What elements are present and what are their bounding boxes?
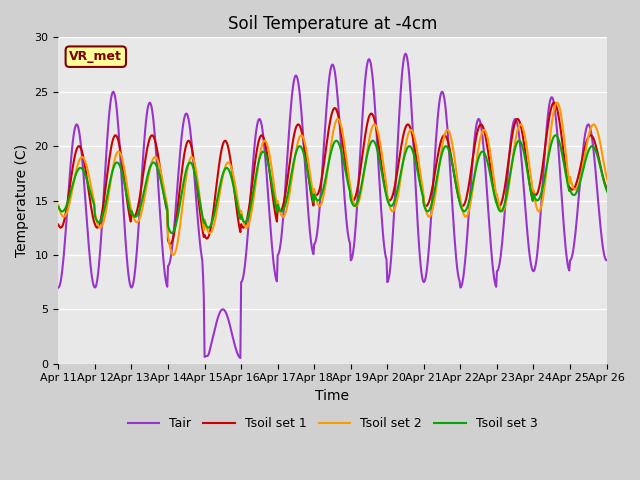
Tsoil set 2 xyxy=(532,201,540,207)
Text: VR_met: VR_met xyxy=(69,50,122,63)
Tair xyxy=(472,127,479,133)
X-axis label: Time: Time xyxy=(316,389,349,403)
Tsoil set 2 xyxy=(293,144,301,150)
Tsoil set 2 xyxy=(600,158,607,164)
Tsoil set 2 xyxy=(471,170,479,176)
Line: Tair: Tair xyxy=(58,54,607,358)
Line: Tsoil set 3: Tsoil set 3 xyxy=(58,135,607,233)
Tsoil set 1 xyxy=(600,176,607,182)
Tsoil set 3 xyxy=(600,177,607,183)
Tair xyxy=(54,285,62,290)
Tsoil set 3 xyxy=(54,204,62,210)
Tsoil set 3 xyxy=(168,230,176,236)
Tsoil set 2 xyxy=(174,238,182,243)
Tair xyxy=(293,73,301,79)
Tsoil set 2 xyxy=(553,100,561,106)
Line: Tsoil set 2: Tsoil set 2 xyxy=(58,103,607,255)
Tsoil set 1 xyxy=(604,186,611,192)
Tair xyxy=(532,257,540,263)
Tsoil set 1 xyxy=(166,241,174,247)
Tsoil set 1 xyxy=(293,123,301,129)
Tsoil set 3 xyxy=(552,132,559,138)
Y-axis label: Temperature (C): Temperature (C) xyxy=(15,144,29,257)
Tsoil set 1 xyxy=(174,203,182,209)
Tair xyxy=(237,355,244,361)
Legend: Tair, Tsoil set 1, Tsoil set 2, Tsoil set 3: Tair, Tsoil set 1, Tsoil set 2, Tsoil se… xyxy=(123,412,542,435)
Tsoil set 1 xyxy=(198,221,205,227)
Tsoil set 2 xyxy=(170,252,177,258)
Tsoil set 3 xyxy=(293,148,301,154)
Tsoil set 1 xyxy=(532,192,540,198)
Tsoil set 2 xyxy=(198,209,205,215)
Tsoil set 3 xyxy=(471,171,479,177)
Tsoil set 1 xyxy=(471,142,479,148)
Tsoil set 3 xyxy=(532,196,540,202)
Tsoil set 2 xyxy=(604,177,611,183)
Title: Soil Temperature at -4cm: Soil Temperature at -4cm xyxy=(228,15,437,33)
Tsoil set 1 xyxy=(54,222,62,228)
Tair xyxy=(173,187,181,192)
Tair xyxy=(600,248,607,254)
Line: Tsoil set 1: Tsoil set 1 xyxy=(58,103,607,244)
Tair xyxy=(197,247,205,253)
Tsoil set 3 xyxy=(174,213,182,218)
Tsoil set 3 xyxy=(198,208,205,214)
Tsoil set 1 xyxy=(550,100,558,106)
Tair xyxy=(402,51,410,57)
Tsoil set 2 xyxy=(54,202,62,208)
Tair xyxy=(604,257,611,263)
Tsoil set 3 xyxy=(604,189,611,195)
